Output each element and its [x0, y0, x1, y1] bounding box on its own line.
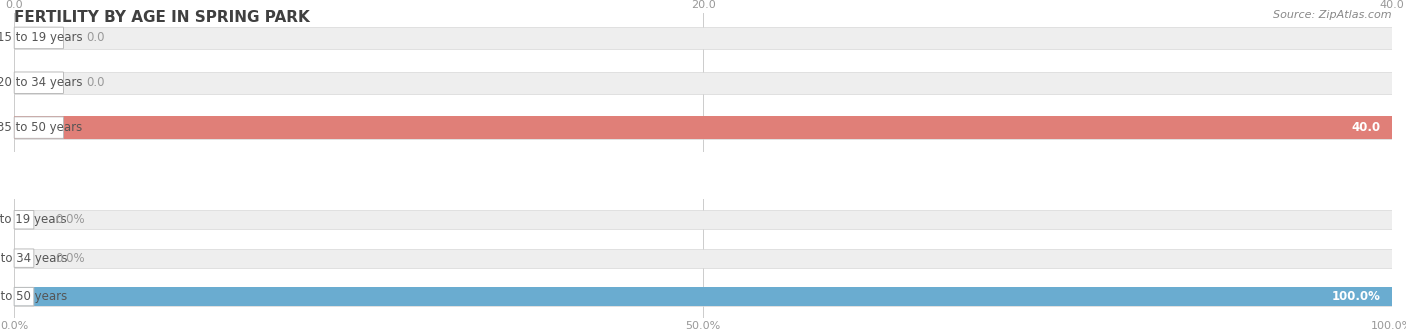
Text: Source: ZipAtlas.com: Source: ZipAtlas.com [1274, 10, 1392, 20]
Text: 15 to 19 years: 15 to 19 years [0, 31, 83, 44]
Bar [14, 249, 1392, 268]
Text: 20 to 34 years: 20 to 34 years [0, 252, 67, 265]
FancyBboxPatch shape [14, 211, 34, 229]
Text: 35 to 50 years: 35 to 50 years [0, 290, 67, 303]
Text: 0.0: 0.0 [86, 31, 105, 44]
Text: 35 to 50 years: 35 to 50 years [0, 121, 82, 134]
Text: 0.0%: 0.0% [55, 213, 84, 226]
Bar [14, 210, 1392, 229]
Bar [14, 287, 1392, 306]
Text: 20 to 34 years: 20 to 34 years [0, 76, 83, 89]
Text: 100.0%: 100.0% [1331, 290, 1381, 303]
Text: 15 to 19 years: 15 to 19 years [0, 213, 67, 226]
FancyBboxPatch shape [14, 249, 34, 267]
Bar [14, 71, 1392, 94]
Text: FERTILITY BY AGE IN SPRING PARK: FERTILITY BY AGE IN SPRING PARK [14, 10, 309, 25]
Bar [14, 117, 1392, 139]
Text: 0.0%: 0.0% [55, 252, 84, 265]
Text: 0.0: 0.0 [86, 76, 105, 89]
Bar [14, 27, 1392, 49]
Bar [14, 287, 1392, 306]
FancyBboxPatch shape [14, 27, 63, 49]
FancyBboxPatch shape [14, 287, 34, 306]
FancyBboxPatch shape [14, 72, 63, 94]
Bar [14, 117, 1392, 139]
FancyBboxPatch shape [14, 117, 63, 138]
Text: 40.0: 40.0 [1351, 121, 1381, 134]
